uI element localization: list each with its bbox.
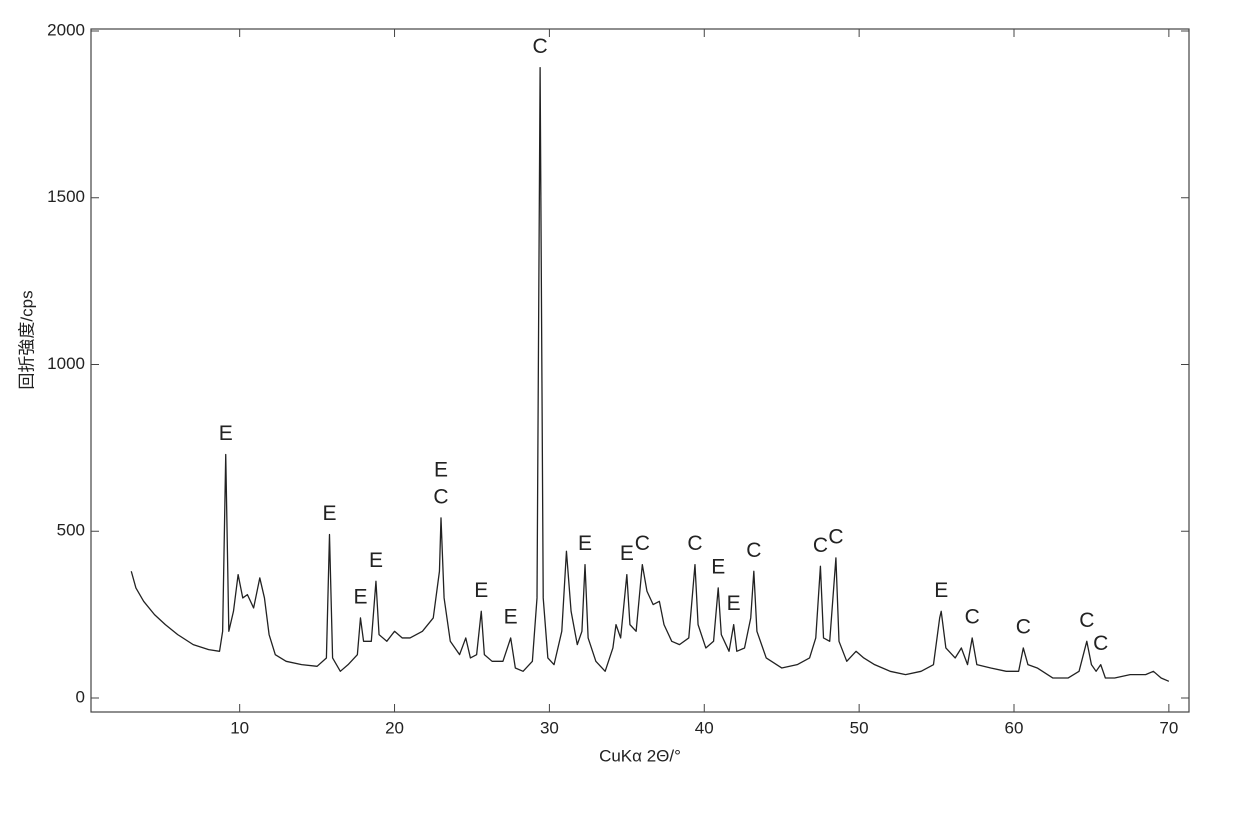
x-tick-label: 70: [1159, 718, 1178, 737]
plot-frame: [91, 29, 1189, 712]
chart: CuKα 2Θ/° 回折強度/cps 0 500 1000 1500 2000 10 20 3…: [0, 0, 1244, 819]
peak-label: E: [727, 592, 741, 615]
peak-label: E: [322, 502, 336, 525]
peak-label: E: [434, 458, 448, 481]
peak-label: E: [620, 542, 634, 565]
peak-label: C: [687, 532, 702, 555]
x-tick-label: 40: [695, 718, 714, 737]
xrd-line: [131, 68, 1169, 682]
peak-label: C: [965, 606, 980, 629]
peak-label: C: [433, 485, 448, 508]
y-tick-label: 500: [57, 521, 85, 540]
y-tick-label: 1000: [47, 354, 85, 373]
y-tick-label: 1500: [47, 187, 85, 206]
y-tick-label: 2000: [47, 20, 85, 39]
peak-label: C: [533, 35, 548, 58]
peak-label: C: [813, 534, 828, 557]
peak-label: E: [711, 555, 725, 578]
peak-label: C: [1093, 632, 1108, 655]
peak-label: C: [1016, 616, 1031, 639]
peak-label: E: [353, 586, 367, 609]
peak-label: E: [504, 606, 518, 629]
y-axis-title: 回折強度/cps: [17, 290, 36, 389]
peak-label: E: [578, 532, 592, 555]
x-axis-title: CuKα 2Θ/°: [599, 746, 681, 765]
peak-label: C: [828, 525, 843, 548]
x-tick-label: 60: [1005, 718, 1024, 737]
x-tick-label: 30: [540, 718, 559, 737]
x-tick-label: 10: [230, 718, 249, 737]
peak-label: C: [635, 532, 650, 555]
x-tick-label: 20: [385, 718, 404, 737]
y-tick-label: 0: [76, 687, 85, 706]
peak-label: C: [1079, 609, 1094, 632]
peak-label: C: [746, 539, 761, 562]
peak-label: E: [934, 579, 948, 602]
peak-label: E: [369, 549, 383, 572]
peak-label: E: [474, 579, 488, 602]
x-tick-label: 50: [850, 718, 869, 737]
peak-label: E: [219, 422, 233, 445]
